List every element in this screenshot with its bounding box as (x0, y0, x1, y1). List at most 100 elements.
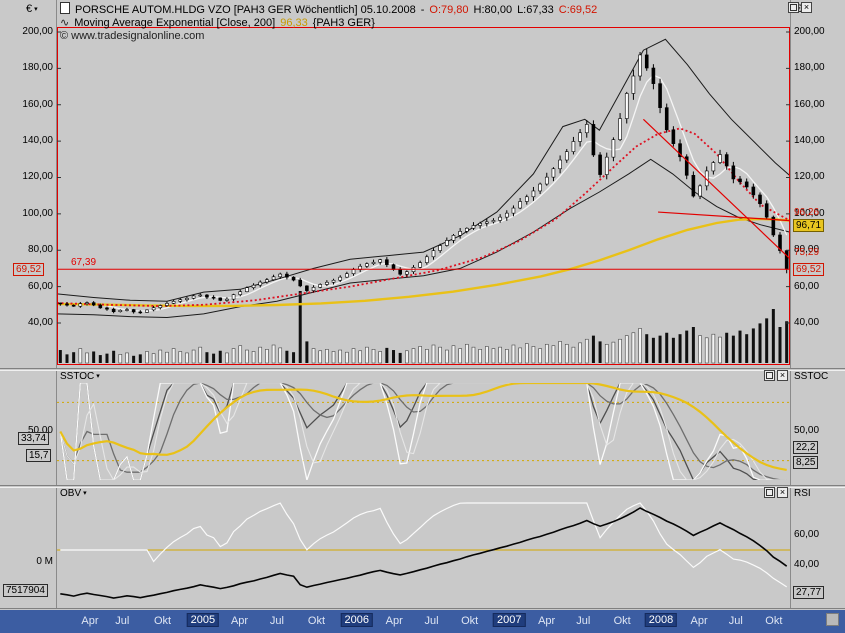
right-axis-unit: € (796, 3, 803, 15)
panel-maximize-button[interactable] (764, 487, 775, 498)
copyright-line: © www.tradesignalonline.com (60, 30, 209, 42)
currency-label: € (26, 3, 33, 15)
obv-panel-window-buttons: × (764, 487, 788, 498)
time-axis-month-label: Jul (728, 615, 743, 627)
time-axis-month-label: Apr (690, 615, 708, 627)
price-chart-plot[interactable]: 67,39 (56, 27, 791, 365)
time-axis-year-label: 2006 (340, 613, 374, 627)
price-axis-label-left: 200,00 (22, 26, 53, 37)
price-axis-label-right: 160,00 (794, 99, 825, 110)
resize-grip[interactable] (826, 613, 839, 626)
price-axis-label-left: 100,00 (22, 208, 53, 219)
ma-label: Moving Average Exponential [Close, 200] (74, 17, 276, 29)
panel-separator-1[interactable] (0, 368, 845, 371)
panel-separator-2[interactable] (0, 485, 845, 488)
rsi-axis-label-60: 60,00 (794, 529, 820, 540)
indicator-wave-icon: ∿ (60, 17, 70, 29)
ma-instrument: {PAH3 GER} (312, 17, 375, 29)
time-axis[interactable]: Apr Jul Okt 2005 Apr Jul Okt 2006 Apr Jul Okt 2007 A… (0, 610, 845, 633)
obv-title: OBV (60, 488, 82, 499)
sstoc-title: SSTOC (60, 371, 95, 382)
sstoc-panel-window-buttons: × (764, 370, 788, 381)
rsi-axis-caption: RSI (794, 488, 811, 499)
low-annotation: 67,39 (71, 257, 96, 268)
time-axis-month-label: Okt (765, 615, 783, 627)
main-panel-window-buttons: × (788, 2, 812, 13)
price-axis-label-left: 60,00 (27, 281, 53, 292)
chevron-down-icon: ▾ (83, 490, 87, 497)
time-axis-month-label: Okt (461, 615, 479, 627)
obv-value-flag: 7517904 (3, 584, 48, 597)
obv-plot[interactable] (57, 500, 790, 605)
trendline-value-flag-1: 96,26 (794, 207, 820, 218)
price-axis-label-right: 100,00 (794, 208, 825, 219)
time-axis-month-label: Okt (153, 615, 172, 627)
open-value: O:79,80 (429, 4, 469, 16)
price-axis-label-right: 60,00 (794, 281, 820, 292)
time-axis-month-label: Apr (538, 615, 556, 627)
chevron-down-icon: ▾ (34, 6, 38, 13)
right-axis-separator (790, 0, 791, 610)
price-axis-label-left: 180,00 (22, 62, 53, 73)
panel-maximize-button[interactable] (788, 2, 799, 13)
time-axis-month-label: Jul (424, 615, 439, 627)
ma-value: 96,33 (280, 17, 308, 29)
price-axis-label-right: 120,00 (794, 171, 825, 182)
time-axis-month-label: Apr (385, 615, 403, 627)
maximize-icon (766, 372, 773, 379)
ema-value-flag: 96,71 (793, 219, 825, 232)
price-axis-label-right: 40,00 (794, 317, 820, 328)
stochastic-plot[interactable] (57, 381, 790, 483)
left-axis-unit-dropdown[interactable]: € ▾ (26, 3, 38, 15)
panel-close-button[interactable]: × (777, 487, 788, 498)
time-axis-month-label: Apr (81, 615, 99, 627)
sstoc-axis-label-right: 50,00 (794, 425, 820, 436)
price-axis-label-left: 160,00 (22, 99, 53, 110)
price-axis-label-right: 180,00 (794, 62, 825, 73)
current-price-flag-left: 69,52 (13, 263, 45, 276)
price-axis-label-left: 140,00 (22, 135, 53, 146)
time-axis-month-label: Jul (576, 615, 591, 627)
panel-maximize-button[interactable] (764, 370, 775, 381)
chart-document-icon (60, 2, 70, 14)
sstoc-axis-caption: SSTOC (794, 371, 829, 382)
close-icon: × (803, 2, 810, 12)
low-value: L:67,33 (517, 4, 554, 16)
obv-zero-label: 0 M (36, 556, 53, 567)
sstoc-value-flag-right-2: 8,25 (793, 456, 819, 469)
indicator-legend: ∿ Moving Average Exponential [Close, 200]… (60, 16, 380, 29)
price-axis-label-left: 80,00 (27, 244, 53, 255)
close-icon: × (779, 487, 786, 497)
time-axis-month-label: Apr (230, 615, 249, 627)
panel-close-button[interactable]: × (801, 2, 812, 13)
sstoc-panel-header[interactable]: SSTOC ▾ (60, 371, 100, 382)
sstoc-value-flag-1: 33,74 (18, 432, 50, 445)
time-axis-month-label: Okt (307, 615, 326, 627)
instrument-title: PORSCHE AUTOM.HLDG VZO [PAH3 GER Wöchent… (75, 4, 416, 16)
maximize-icon (766, 489, 773, 496)
panel-close-button[interactable]: × (777, 370, 788, 381)
copyright-text: © www.tradesignalonline.com (60, 30, 205, 42)
left-axis-separator (56, 0, 57, 610)
price-axis-label-left: 40,00 (27, 317, 53, 328)
stochastic-canvas (57, 381, 790, 483)
price-axis-label-right: 200,00 (794, 26, 825, 37)
obv-panel-header[interactable]: OBV ▾ (60, 488, 87, 499)
price-axis-label-right: 140,00 (794, 135, 825, 146)
price-axis-label-right: 80,00 (794, 244, 820, 255)
time-axis-year-label: 2005 (186, 613, 220, 627)
sstoc-axis-label-left: 50,00 (27, 425, 53, 436)
maximize-icon (790, 4, 797, 11)
time-axis-month-label: Jul (269, 615, 284, 627)
rsi-axis-label-40: 40,00 (794, 559, 820, 570)
chevron-down-icon: ▾ (96, 373, 100, 380)
trendline-value-flag-2: 75,29 (794, 247, 820, 258)
time-axis-year-label: 2007 (493, 613, 526, 627)
high-value: H:80,00 (473, 4, 513, 16)
close-value: C:69,52 (558, 4, 598, 16)
current-price-flag-right: 69,52 (793, 263, 825, 276)
time-axis-month-label: Jul (115, 615, 130, 627)
title-dash: - (420, 4, 425, 16)
close-icon: × (779, 370, 786, 380)
chart-title-bar: PORSCHE AUTOM.HLDG VZO [PAH3 GER Wöchent… (60, 2, 602, 16)
